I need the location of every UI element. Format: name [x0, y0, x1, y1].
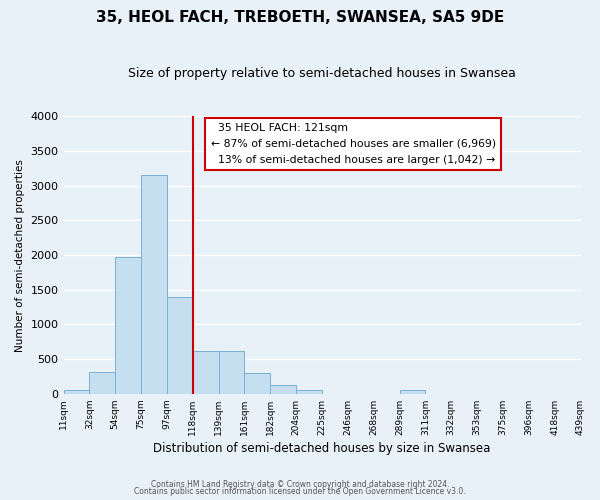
Y-axis label: Number of semi-detached properties: Number of semi-detached properties [15, 158, 25, 352]
Text: Contains public sector information licensed under the Open Government Licence v3: Contains public sector information licen… [134, 487, 466, 496]
Bar [244, 374, 271, 394]
X-axis label: Distribution of semi-detached houses by size in Swansea: Distribution of semi-detached houses by … [154, 442, 491, 455]
Bar [115, 257, 141, 394]
Bar [271, 386, 296, 394]
Text: 35 HEOL FACH: 121sqm
← 87% of semi-detached houses are smaller (6,969)
  13% of : 35 HEOL FACH: 121sqm ← 87% of semi-detac… [211, 124, 496, 164]
Bar [141, 174, 167, 394]
Bar [89, 372, 115, 394]
Bar [193, 351, 218, 394]
Bar [296, 390, 322, 394]
Text: Contains HM Land Registry data © Crown copyright and database right 2024.: Contains HM Land Registry data © Crown c… [151, 480, 449, 489]
Text: 35, HEOL FACH, TREBOETH, SWANSEA, SA5 9DE: 35, HEOL FACH, TREBOETH, SWANSEA, SA5 9D… [96, 10, 504, 25]
Title: Size of property relative to semi-detached houses in Swansea: Size of property relative to semi-detach… [128, 68, 516, 80]
Bar [218, 351, 244, 394]
Bar [167, 298, 193, 394]
Bar [400, 390, 425, 394]
Bar [64, 390, 89, 394]
